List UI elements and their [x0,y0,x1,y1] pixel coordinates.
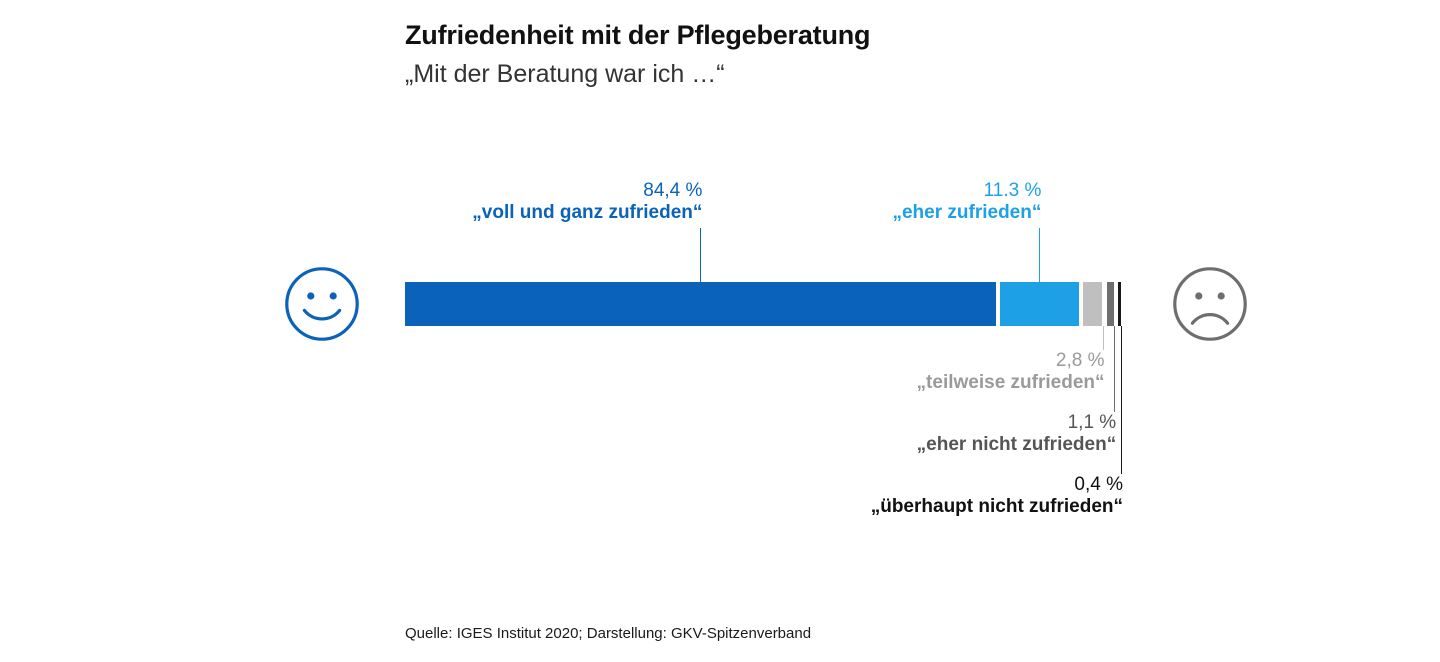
label-pct: 2,8 % [917,350,1105,372]
bar-segment-voll [405,282,996,326]
stacked-bar [405,282,1121,326]
label-teilweise: 2,8 %„teilweise zufrieden“ [917,350,1105,394]
frowny-icon [1170,264,1250,344]
label-text: „teilweise zufrieden“ [917,372,1105,394]
smiley-icon [282,264,362,344]
label-pct: 84,4 % [472,180,702,202]
label-ehernicht: 1,1 %„eher nicht zufrieden“ [917,412,1117,456]
label-text: „eher zufrieden“ [892,202,1041,224]
tick-eher [1039,228,1040,282]
source-note: Quelle: IGES Institut 2020; Darstellung:… [405,625,811,642]
chart-root: Zufriedenheit mit der Pflegeberatung „Mi… [0,0,1440,662]
bar-segment-eher [1000,282,1079,326]
label-eher: 11.3 %„eher zufrieden“ [892,180,1041,224]
label-voll: 84,4 %„voll und ganz zufrieden“ [472,180,702,224]
label-garnicht: 0,4 %„überhaupt nicht zufrieden“ [871,474,1123,518]
tick-ehernicht [1114,326,1115,412]
bar-segment-ehernicht [1107,282,1115,326]
tick-teilweise [1103,326,1104,350]
bar-segment-teilweise [1083,282,1103,326]
chart-title: Zufriedenheit mit der Pflegeberatung [405,20,870,51]
label-pct: 1,1 % [917,412,1117,434]
label-text: „überhaupt nicht zufrieden“ [871,496,1123,518]
tick-voll [700,228,701,282]
tick-garnicht [1121,326,1122,474]
label-pct: 11.3 % [892,180,1041,202]
bar-segment-garnicht [1118,282,1121,326]
label-text: „eher nicht zufrieden“ [917,434,1117,456]
label-pct: 0,4 % [871,474,1123,496]
label-text: „voll und ganz zufrieden“ [472,202,702,224]
chart-subtitle: „Mit der Beratung war ich …“ [405,60,725,89]
